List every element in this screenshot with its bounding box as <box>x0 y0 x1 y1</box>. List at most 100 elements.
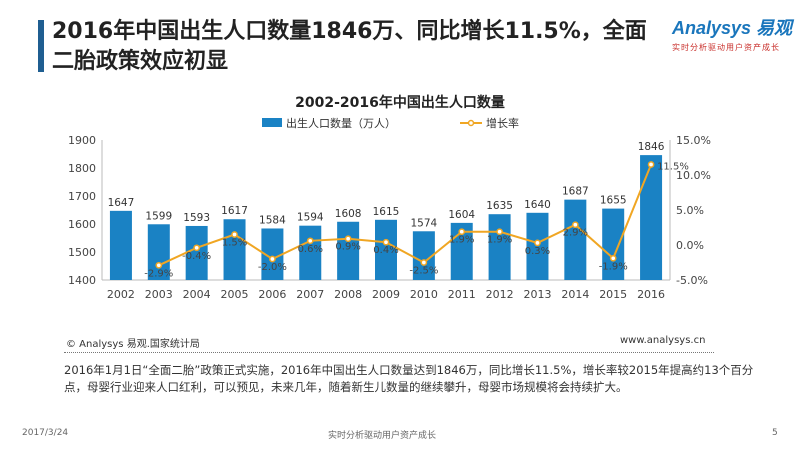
x-tick-label: 2014 <box>561 288 589 301</box>
x-tick-label: 2009 <box>372 288 400 301</box>
bar-value-label: 1594 <box>297 212 324 224</box>
bar-value-label: 1604 <box>448 209 475 221</box>
y-right-tick-label: 5.0% <box>676 204 704 217</box>
growth-rate-label: 1.5% <box>222 238 247 249</box>
growth-rate-label: 0.3% <box>525 246 550 257</box>
bar-value-label: 1615 <box>373 206 400 218</box>
growth-rate-label: 2.9% <box>563 228 588 239</box>
bar <box>375 219 397 280</box>
x-tick-label: 2003 <box>145 288 173 301</box>
growth-rate-point <box>609 254 617 262</box>
description-text: 2016年1月1日“全面二胎”政策正式实施，2016年中国出生人口数量达到184… <box>64 363 754 394</box>
bar-value-label: 1574 <box>410 217 437 229</box>
growth-rate-label: 1.9% <box>487 235 512 246</box>
y-right-tick-label: 10.0% <box>676 169 711 182</box>
bar <box>147 224 170 280</box>
divider <box>64 352 714 353</box>
growth-rate-point <box>269 255 276 263</box>
x-tick-label: 2015 <box>599 288 627 301</box>
growth-rate-point <box>647 161 655 168</box>
bar <box>564 199 587 280</box>
bar <box>299 225 322 280</box>
growth-rate-label: 1.9% <box>449 235 474 246</box>
x-tick-label: 2004 <box>183 288 211 301</box>
bar-value-label: 1846 <box>638 141 665 153</box>
source-website: www.analysys.cn <box>620 335 706 346</box>
growth-rate-point <box>420 259 428 266</box>
bar-value-label: 1635 <box>486 200 513 212</box>
x-tick-label: 2013 <box>523 288 551 301</box>
y-right-tick-label: 15.0% <box>676 134 711 147</box>
growth-rate-point <box>458 228 466 236</box>
bar <box>526 212 549 280</box>
bar-value-label: 1584 <box>259 214 286 226</box>
growth-rate-label: -2.5% <box>409 266 438 277</box>
y-left-tick-label: 1600 <box>68 218 96 231</box>
growth-rate-point <box>344 235 352 243</box>
bar <box>412 231 435 280</box>
growth-rate-line <box>158 164 652 267</box>
growth-rate-point <box>193 244 201 252</box>
source-attribution: © Analysys 易观.国家统计局 <box>66 339 200 350</box>
bar-value-label: 1647 <box>108 197 135 209</box>
x-tick-label: 2002 <box>107 288 135 301</box>
bar <box>602 208 625 280</box>
y-left-tick-label: 1700 <box>68 190 96 203</box>
growth-rate-point <box>534 239 541 247</box>
y-left-tick-label: 1400 <box>68 274 96 287</box>
logo-tagline: 实时分析驱动用户资产成长 <box>672 43 780 52</box>
x-tick-label: 2007 <box>296 288 324 301</box>
bar-value-label: 1599 <box>145 210 172 222</box>
bar <box>223 219 246 280</box>
growth-rate-label: 11.5% <box>657 162 689 173</box>
x-tick-label: 2011 <box>448 288 476 301</box>
bar <box>488 214 511 280</box>
bar-value-label: 1593 <box>183 212 210 224</box>
growth-rate-label: 0.6% <box>298 244 323 255</box>
growth-rate-point <box>155 261 163 269</box>
growth-rate-label: -2.0% <box>258 262 287 273</box>
y-left-tick-label: 1800 <box>68 162 96 175</box>
growth-rate-label: -0.4% <box>182 251 211 262</box>
bar-value-label: 1655 <box>600 195 627 207</box>
growth-rate-point <box>496 228 503 236</box>
logo-text: Analysys 易观 <box>672 18 793 38</box>
x-tick-label: 2006 <box>258 288 286 301</box>
x-tick-label: 2012 <box>486 288 514 301</box>
bar-value-label: 1617 <box>221 205 248 217</box>
footer-tagline: 实时分析驱动用户资产成长 <box>328 431 437 441</box>
bar <box>185 225 208 280</box>
legend-bar-swatch <box>262 118 282 127</box>
growth-rate-label: -1.9% <box>599 261 628 272</box>
growth-rate-point <box>571 221 579 229</box>
growth-rate-point <box>231 231 238 238</box>
page-title: 2016年中国出生人口数量1846万、同比增长11.5%，全面二胎政策效应初显 <box>52 19 647 74</box>
growth-rate-label: 0.4% <box>373 245 398 256</box>
legend-bar-label: 出生人口数量（万人） <box>286 116 396 130</box>
growth-rate-point <box>382 238 390 246</box>
bar <box>337 221 360 280</box>
bar <box>109 210 132 280</box>
y-left-tick-label: 1900 <box>68 134 96 147</box>
x-tick-label: 2010 <box>410 288 438 301</box>
bar <box>640 155 663 280</box>
y-right-tick-label: 0.0% <box>676 239 704 252</box>
footer-date: 2017/3/24 <box>22 428 69 438</box>
bar-value-label: 1687 <box>562 186 589 198</box>
growth-rate-point <box>306 237 314 245</box>
y-left-tick-label: 1500 <box>68 246 96 259</box>
bar-value-label: 1640 <box>524 199 551 211</box>
x-tick-label: 2005 <box>221 288 249 301</box>
x-tick-label: 2016 <box>637 288 665 301</box>
page-number: 5 <box>772 428 778 438</box>
legend-line-marker <box>467 119 475 127</box>
analysys-logo: Analysys 易观 实时分析驱动用户资产成长 <box>672 14 792 54</box>
y-right-tick-label: -5.0% <box>676 274 708 287</box>
bar <box>261 228 284 280</box>
growth-rate-label: 0.9% <box>335 242 360 253</box>
legend-line-label: 增长率 <box>486 116 519 130</box>
bar-value-label: 1608 <box>335 208 362 220</box>
title-accent-bar <box>38 20 44 72</box>
growth-rate-label: -2.9% <box>144 268 173 279</box>
